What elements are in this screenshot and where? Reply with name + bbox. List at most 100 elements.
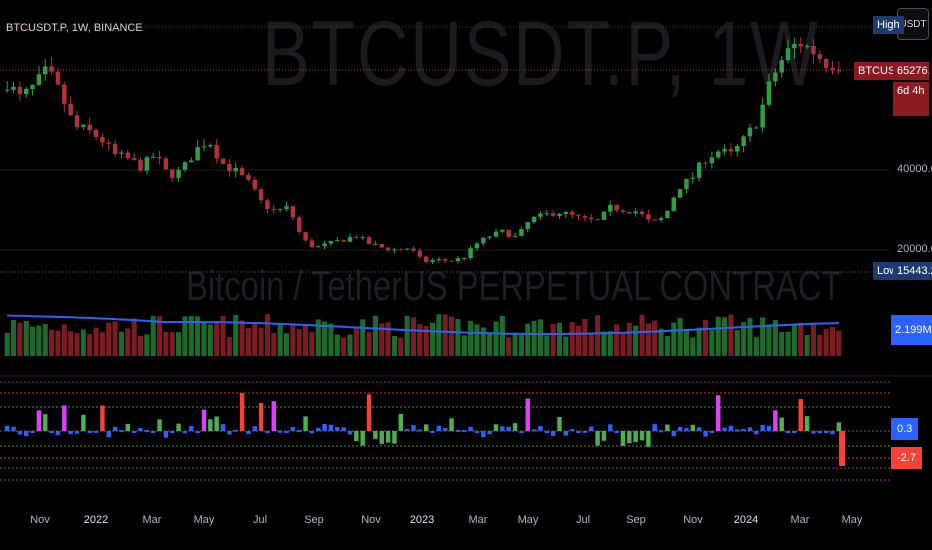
volume-bar — [99, 332, 105, 356]
candle-body — [506, 229, 511, 237]
candle-body — [68, 103, 73, 116]
oscillator-bar — [785, 431, 791, 433]
volume-bar — [334, 334, 340, 356]
volume-bar — [575, 325, 582, 356]
volume-bar — [347, 334, 353, 356]
oscillator-bar — [119, 430, 124, 433]
candle-body — [455, 258, 461, 261]
volume-bar — [144, 334, 150, 356]
volume-bar — [283, 333, 290, 356]
volume-bar — [588, 333, 594, 356]
volume-bar — [353, 326, 359, 356]
oscillator-bar — [703, 431, 708, 437]
candle-body — [81, 124, 86, 127]
volume-bar — [74, 333, 80, 356]
volume-bar — [303, 324, 309, 356]
candle-body — [189, 160, 194, 163]
candle-body — [773, 72, 778, 82]
volume-bar — [366, 332, 372, 356]
candle-body — [347, 236, 353, 242]
volume-bar — [582, 318, 588, 356]
candle-body — [589, 217, 594, 220]
candle-body — [163, 158, 169, 170]
volume-bar — [252, 323, 258, 356]
oscillator-bar — [506, 426, 511, 431]
candle-body — [87, 124, 92, 131]
candle-body — [4, 89, 10, 91]
candle-body — [798, 43, 803, 47]
volume-bar — [741, 322, 747, 356]
volume-bar — [785, 331, 791, 356]
candle-body — [55, 71, 61, 85]
oscillator-bar — [220, 424, 226, 431]
oscillator-bar — [595, 431, 600, 446]
oscillator-bar — [208, 419, 213, 431]
volume-bar — [810, 322, 816, 356]
candle-body — [233, 168, 238, 172]
oscillator-bar — [639, 431, 645, 441]
volume-bar — [182, 316, 188, 356]
volume-bar — [671, 322, 677, 356]
oscillator-bar — [366, 394, 372, 431]
oscillator-bar — [633, 431, 638, 443]
time-axis-label: May — [517, 514, 539, 526]
volume-bar — [55, 330, 61, 356]
oscillator-bar — [252, 426, 257, 431]
candle-body — [106, 142, 111, 144]
candle-body — [49, 66, 54, 72]
oscillator-bar — [36, 410, 42, 431]
volume-bar — [537, 319, 543, 356]
oscillator-bar — [398, 413, 404, 431]
oscillator-bar — [531, 429, 537, 432]
candle-body — [728, 149, 734, 152]
volume-bar — [620, 332, 626, 356]
oscillator-bar — [830, 431, 835, 435]
time-axis-label: Mar — [790, 514, 810, 526]
oscillator-bar — [430, 431, 435, 433]
time-axis-label: 2023 — [409, 514, 435, 526]
volume-bar — [106, 322, 112, 356]
volume-bar — [201, 321, 207, 356]
candle-body — [252, 179, 257, 190]
candle-body — [227, 163, 232, 172]
oscillator-bar — [525, 398, 530, 431]
oscillator-bar — [379, 431, 384, 444]
oscillator-bar — [798, 399, 803, 431]
candle-body — [519, 229, 524, 236]
candle-body — [468, 248, 473, 259]
oscillator-bar — [11, 426, 16, 431]
volume-bar — [42, 324, 48, 356]
symbol-header[interactable]: BTCUSDT.P, 1W, BINANCE — [6, 22, 143, 34]
volume-bar — [493, 321, 499, 356]
oscillator-upper-badge: 0.3 — [891, 418, 919, 440]
oscillator-bar — [411, 425, 416, 431]
candle-body — [170, 169, 175, 178]
volume-bar — [245, 328, 251, 356]
countdown-badge: 6d 4h — [893, 82, 929, 116]
candle-body — [11, 86, 16, 90]
candle-body — [601, 211, 607, 220]
oscillator-bar — [189, 425, 194, 431]
oscillator-bar — [423, 424, 429, 431]
candle-body — [284, 206, 289, 210]
candle-body — [182, 162, 188, 170]
volume-bar — [360, 319, 366, 356]
volume-bar — [93, 327, 99, 356]
volume-bar — [474, 324, 480, 356]
volume-bar — [658, 328, 664, 356]
oscillator-bar — [4, 425, 10, 431]
candle-body — [595, 219, 600, 221]
volume-bar — [61, 324, 67, 356]
candle-body — [646, 214, 651, 220]
oscillator-bar — [144, 430, 150, 433]
volume-bar — [379, 323, 385, 356]
price-axis-label: 40000.0 — [897, 163, 932, 175]
volume-bar — [118, 331, 124, 356]
oscillator-bar — [81, 414, 86, 431]
volume-bar — [258, 327, 264, 356]
oscillator-bar — [569, 429, 575, 432]
candle-body — [582, 215, 588, 218]
volume-bar — [315, 319, 321, 356]
